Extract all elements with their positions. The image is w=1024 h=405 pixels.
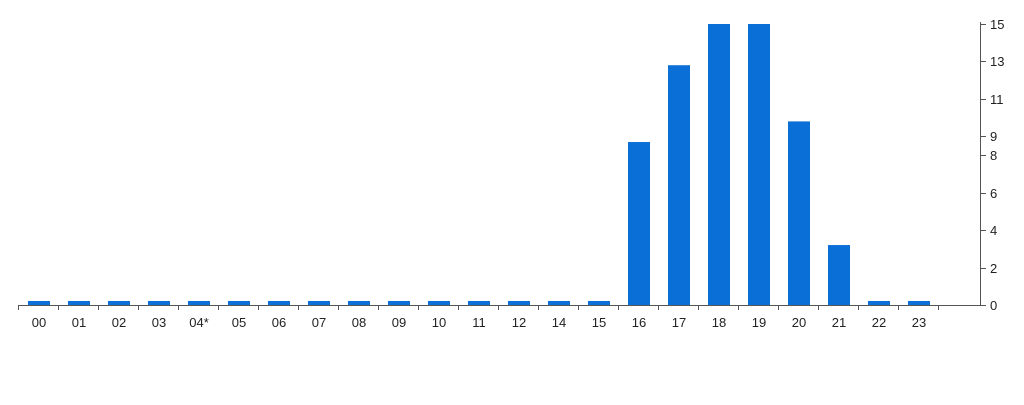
x-tick-label: 20: [792, 315, 806, 330]
x-tick-label: 01: [72, 315, 86, 330]
bar-05: [228, 301, 250, 305]
x-tick-label: 06: [272, 315, 286, 330]
y-tick-label: 6: [990, 186, 997, 201]
x-tick-label: 14: [552, 315, 566, 330]
x-tick-label: 11: [472, 315, 486, 330]
bar-17: [668, 65, 690, 305]
y-tick-label: 8: [990, 148, 997, 163]
x-tick-label: 10: [432, 315, 446, 330]
bars-layer: [28, 24, 930, 305]
y-tick-label: 4: [990, 223, 997, 238]
x-tick-label: 04*: [189, 315, 209, 330]
x-tick-label: 08: [352, 315, 366, 330]
x-tick-label: 19: [752, 315, 766, 330]
bar-12: [508, 301, 530, 305]
bar-23: [908, 301, 930, 305]
bar-19: [748, 24, 770, 305]
bar-04*: [188, 301, 210, 305]
y-tick-label: 0: [990, 298, 997, 313]
bar-15: [588, 301, 610, 305]
x-tick-label: 07: [312, 315, 326, 330]
bar-00: [28, 301, 50, 305]
bar-22: [868, 301, 890, 305]
y-tick-label: 15: [990, 17, 1004, 32]
x-tick-label: 09: [392, 315, 406, 330]
bar-11: [468, 301, 490, 305]
bar-03: [148, 301, 170, 305]
axes-layer: 00 01 02 03 04* 05 06 07 08 09 10 11 12 14 15 16 17 18 19 2…: [18, 17, 1004, 330]
y-tick-label: 11: [990, 92, 1004, 107]
bar-06: [268, 301, 290, 305]
x-tick-label: 05: [232, 315, 246, 330]
bar-01: [68, 301, 90, 305]
bar-08: [348, 301, 370, 305]
x-tick-label: 18: [712, 315, 726, 330]
x-tick-label: 16: [632, 315, 646, 330]
x-tick-label: 15: [592, 315, 606, 330]
bar-10: [428, 301, 450, 305]
x-tick-label: 23: [912, 315, 926, 330]
x-tick-label: 22: [872, 315, 886, 330]
x-tick-label: 12: [512, 315, 526, 330]
x-tick-label: 00: [32, 315, 46, 330]
bar-20: [788, 121, 810, 305]
x-tick-label: 21: [832, 315, 846, 330]
bar-02: [108, 301, 130, 305]
bar-16: [628, 142, 650, 305]
y-tick-label: 2: [990, 261, 997, 276]
bar-09: [388, 301, 410, 305]
bar-21: [828, 245, 850, 305]
y-tick-label: 13: [990, 54, 1004, 69]
x-tick-label: 03: [152, 315, 166, 330]
bar-07: [308, 301, 330, 305]
y-tick-label: 9: [990, 129, 997, 144]
x-tick-label: 02: [112, 315, 126, 330]
bar-18: [708, 24, 730, 305]
x-tick-label: 17: [672, 315, 686, 330]
bar-14: [548, 301, 570, 305]
